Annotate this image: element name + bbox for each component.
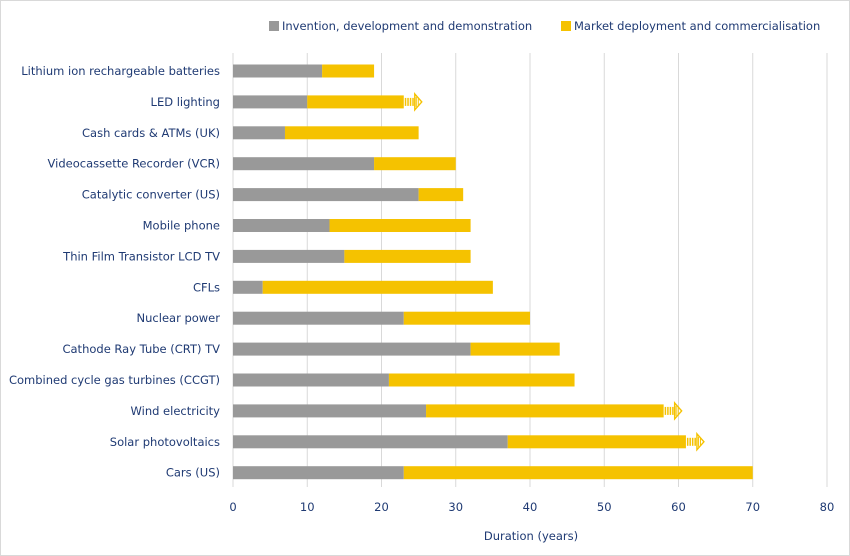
bar-invention (233, 342, 471, 356)
category-label: Lithium ion rechargeable batteries (21, 64, 220, 78)
ongoing-arrow-icon (664, 401, 683, 421)
category-label: Cathode Ray Tube (CRT) TV (62, 342, 220, 356)
legend-swatch-market (561, 21, 571, 31)
x-tick-label: 70 (745, 500, 760, 514)
category-label: Mobile phone (143, 219, 220, 233)
bar-market (403, 311, 530, 325)
bar-market (307, 95, 404, 109)
bar-market (344, 249, 471, 263)
category-label: Combined cycle gas turbines (CCGT) (9, 373, 220, 387)
gridlines (232, 53, 828, 487)
x-tick-label: 50 (597, 500, 612, 514)
category-label: Catalytic converter (US) (82, 188, 220, 202)
bars (233, 64, 753, 480)
legend: Invention, development and demonstration… (269, 19, 820, 33)
bar-invention (233, 219, 330, 232)
bar-invention (233, 249, 345, 263)
bar-market (507, 435, 686, 449)
category-label: CFLs (193, 280, 220, 294)
bar-invention (233, 157, 375, 171)
x-tick-label: 40 (523, 500, 538, 514)
bar-invention (233, 188, 419, 202)
category-label: Wind electricity (131, 404, 221, 418)
bar-invention (233, 311, 404, 325)
bar-market (262, 280, 493, 294)
legend-swatch-invention (269, 21, 279, 31)
bar-invention (233, 466, 404, 480)
bar-invention (233, 404, 427, 418)
category-label: Videocassette Recorder (VCR) (48, 157, 220, 171)
x-tick-label: 10 (300, 500, 315, 514)
bar-market (284, 126, 419, 140)
x-tick-label: 30 (448, 500, 463, 514)
bar-invention (233, 373, 389, 387)
x-tick-label: 60 (671, 500, 686, 514)
bar-market (322, 64, 375, 78)
category-label: LED lighting (151, 95, 220, 109)
x-axis-ticks: 0 10 20 30 40 50 60 70 80 (229, 500, 834, 514)
category-label: Cars (US) (166, 466, 220, 480)
bar-market (329, 219, 471, 232)
category-label: Cash cards & ATMs (UK) (82, 126, 220, 140)
bar-invention (233, 126, 285, 140)
bar-market (388, 373, 575, 387)
ongoing-arrow-icon (404, 92, 423, 112)
legend-label-market: Market deployment and commercialisation (574, 19, 820, 33)
bar-invention (233, 435, 508, 449)
x-tick-label: 0 (229, 500, 236, 514)
category-label: Solar photovoltaics (110, 435, 220, 449)
category-labels: Lithium ion rechargeable batteries LED li… (9, 64, 220, 480)
bar-market (470, 342, 560, 356)
bar-market (374, 157, 456, 171)
category-label: Thin Film Transistor LCD TV (62, 249, 220, 263)
x-tick-label: 20 (374, 500, 389, 514)
ongoing-arrow-icon (686, 431, 705, 452)
bar-market (418, 188, 464, 202)
bar-invention (233, 95, 308, 109)
x-axis-title: Duration (years) (484, 529, 578, 543)
bar-market (426, 404, 664, 418)
legend-label-invention: Invention, development and demonstration (282, 19, 532, 33)
x-tick-label: 80 (820, 500, 835, 514)
ongoing-arrows (404, 92, 705, 452)
category-label: Nuclear power (137, 311, 221, 325)
bar-market (403, 466, 753, 480)
bar-invention (233, 64, 323, 78)
bar-invention (233, 280, 263, 294)
